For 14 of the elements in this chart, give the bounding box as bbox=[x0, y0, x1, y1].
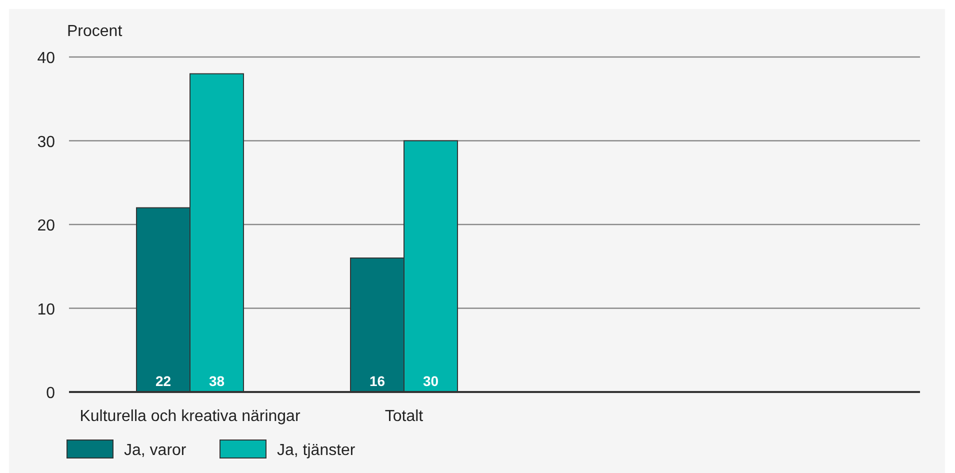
y-axis-title: Procent bbox=[67, 23, 123, 40]
y-tick-label: 20 bbox=[37, 218, 56, 234]
data-label: 16 bbox=[369, 373, 386, 389]
data-label: 22 bbox=[155, 373, 172, 389]
y-tick-label: 0 bbox=[46, 385, 56, 402]
y-tick-label: 10 bbox=[37, 301, 56, 318]
data-label: 38 bbox=[208, 373, 225, 389]
x-tick-label: Kulturella och kreativa näringar bbox=[80, 408, 301, 425]
data-label: 30 bbox=[422, 373, 439, 389]
y-tick-label: 40 bbox=[37, 50, 56, 67]
legend-label: Ja, varor bbox=[124, 442, 187, 459]
y-tick-label: 30 bbox=[37, 134, 56, 151]
legend-label: Ja, tjänster bbox=[277, 442, 356, 459]
x-tick-label: Totalt bbox=[384, 408, 424, 425]
